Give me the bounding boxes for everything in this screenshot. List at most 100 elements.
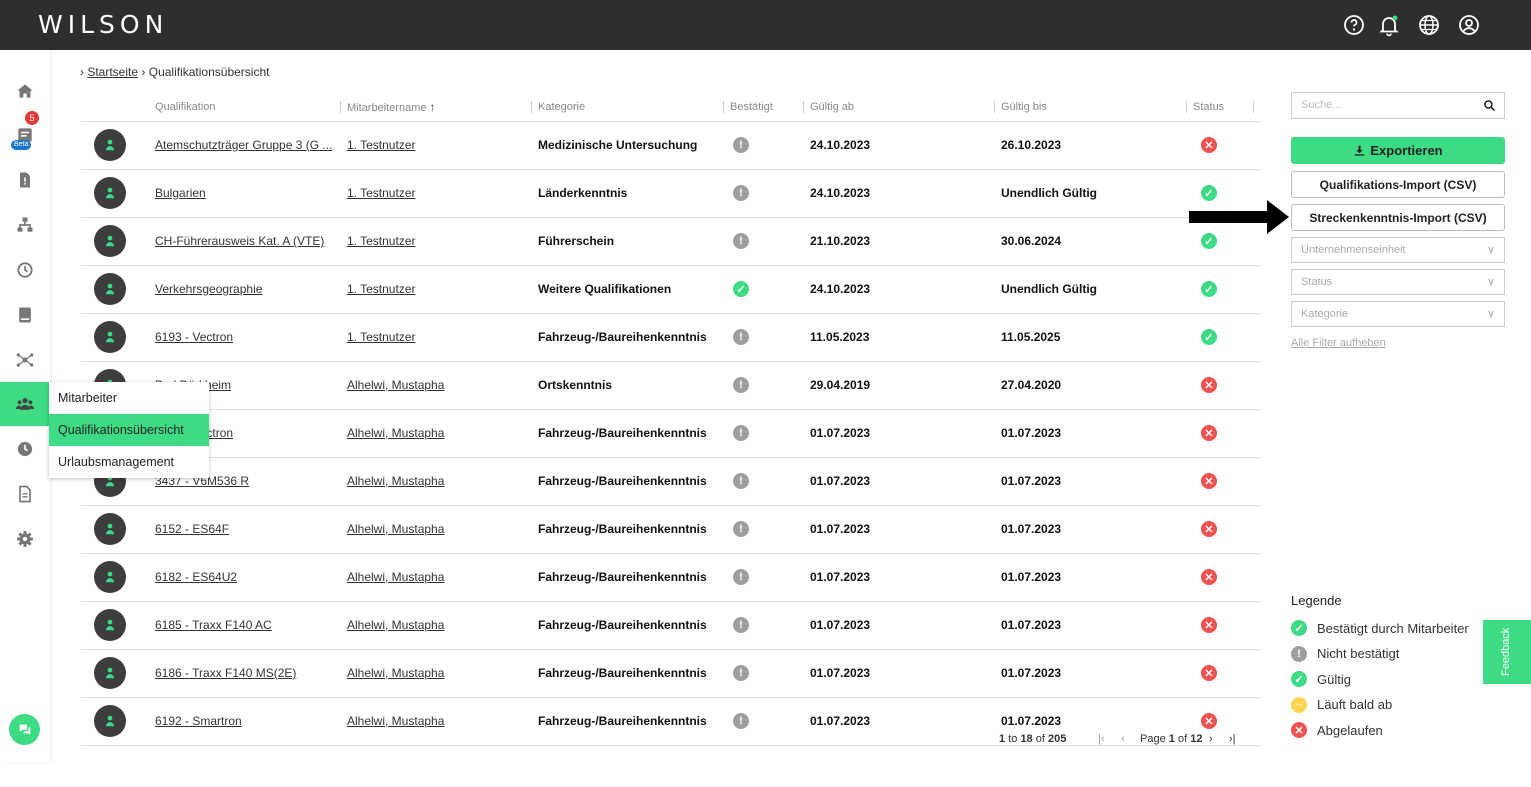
qualification-link[interactable]: 6192 - Smartron bbox=[155, 697, 347, 746]
table-header-row: Qualifikation Mitarbeitername ↑ Kategori… bbox=[81, 93, 1260, 122]
header-gueltig-bis[interactable]: Gültig bis bbox=[1001, 93, 1193, 122]
wilson-logo[interactable]: WILSON bbox=[38, 10, 169, 39]
table-row[interactable]: CH-Führerausweis Kat. A (VTE) 1. Testnutz… bbox=[81, 217, 1260, 266]
qualification-link[interactable]: Atemschutzträger Gruppe 3 (G ... bbox=[155, 121, 347, 170]
avatar bbox=[94, 177, 126, 209]
chat-button[interactable] bbox=[9, 714, 40, 745]
legend-label: Läuft bald ab bbox=[1317, 697, 1393, 712]
search-icon[interactable] bbox=[1483, 99, 1496, 112]
valid-from-cell: 21.10.2023 bbox=[810, 217, 1001, 266]
table-row[interactable]: Atemschutzträger Gruppe 3 (G ... 1. Testn… bbox=[81, 121, 1260, 170]
valid-from-cell: 01.07.2023 bbox=[810, 457, 1001, 506]
user-icon[interactable] bbox=[1457, 13, 1481, 37]
feedback-label: Feedback bbox=[1500, 627, 1512, 676]
sidebar-item-reports[interactable] bbox=[0, 474, 50, 514]
header-status[interactable]: Status bbox=[1193, 93, 1260, 122]
header-gueltig-ab[interactable]: Gültig ab bbox=[810, 93, 1001, 122]
flyout-item-mitarbeiter[interactable]: Mitarbeiter bbox=[58, 391, 118, 405]
valid-icon: ✓ bbox=[1201, 233, 1217, 249]
sidebar-item-documents[interactable]: 5 Beta bbox=[0, 111, 50, 155]
person-icon bbox=[105, 667, 115, 679]
employee-name-link[interactable]: 1. Testnutzer bbox=[347, 265, 538, 314]
sidebar-item-files[interactable] bbox=[0, 160, 50, 200]
route-knowledge-import-button[interactable]: Streckenkenntnis-Import (CSV) bbox=[1291, 204, 1505, 231]
header-label: Gültig bis bbox=[1001, 100, 1047, 113]
help-icon[interactable] bbox=[1342, 13, 1366, 37]
breadcrumb-home-link[interactable]: Startseite bbox=[87, 65, 139, 79]
category-cell: Fahrzeug-/Baureihenkenntnis bbox=[538, 553, 730, 602]
sidebar-item-settings[interactable] bbox=[0, 519, 50, 559]
sidebar-item-book[interactable] bbox=[0, 295, 50, 335]
globe-icon[interactable] bbox=[1417, 13, 1441, 37]
header-bestaetigt[interactable]: Bestätigt bbox=[730, 93, 810, 122]
table-row[interactable]: 6182 - ES64U2 Alhelwi, Mustapha Fahrzeug-/… bbox=[81, 553, 1260, 602]
table-row[interactable]: 3437 - V6M536 R Alhelwi, Mustapha Fahrzeug… bbox=[81, 457, 1260, 506]
filter-unternehmenseinheit[interactable]: Unternehmenseinheit ∨ bbox=[1291, 237, 1505, 263]
table-row[interactable]: 6192 - Smartron Alhelwi, Mustapha Fahrzeug… bbox=[81, 697, 1260, 746]
employee-name-link[interactable]: Alhelwi, Mustapha bbox=[347, 361, 538, 410]
table-row[interactable]: 6185 - Traxx F140 AC Alhelwi, Mustapha Fah… bbox=[81, 601, 1260, 650]
valid-to-cell: 01.07.2023 bbox=[1001, 601, 1193, 650]
last-page-icon[interactable]: ›| bbox=[1229, 733, 1236, 745]
header-mitarbeitername[interactable]: Mitarbeitername ↑ bbox=[347, 93, 538, 122]
table-row[interactable]: 6193 - Vectron 1. Testnutzer Fahrzeug-/Bau… bbox=[81, 313, 1260, 362]
export-button[interactable]: Exportieren bbox=[1291, 137, 1505, 164]
flyout-item-qualifikationsuebersicht[interactable]: Qualifikationsübersicht bbox=[49, 414, 209, 446]
qualification-link[interactable]: 6152 - ES64F bbox=[155, 505, 347, 554]
sidebar-item-history[interactable] bbox=[0, 250, 50, 290]
category-cell: Fahrzeug-/Baureihenkenntnis bbox=[538, 505, 730, 554]
employee-name-link[interactable]: Alhelwi, Mustapha bbox=[347, 505, 538, 554]
table-row[interactable]: Bulgarien 1. Testnutzer Länderkenntnis! 24.… bbox=[81, 169, 1260, 218]
qualification-link[interactable]: 6186 - Traxx F140 MS(2E) bbox=[155, 649, 347, 698]
first-page-icon[interactable]: |‹ bbox=[1098, 733, 1105, 745]
valid-to-cell: 01.07.2023 bbox=[1001, 649, 1193, 698]
of-word: of bbox=[1035, 733, 1045, 745]
employee-name-link[interactable]: 1. Testnutzer bbox=[347, 169, 538, 218]
chevron-down-icon: ∨ bbox=[1486, 276, 1495, 288]
legend-label: Abgelaufen bbox=[1317, 722, 1383, 738]
search-input[interactable]: Suche... bbox=[1291, 92, 1505, 119]
prev-page-icon[interactable]: ‹ bbox=[1121, 733, 1125, 745]
employee-name-link[interactable]: 1. Testnutzer bbox=[347, 121, 538, 170]
filter-status[interactable]: Status ∨ bbox=[1291, 269, 1505, 295]
next-page-icon[interactable]: › bbox=[1209, 733, 1213, 745]
table-row[interactable]: Bad DürkheimAlhelwi, MustaphaOrtskenntni… bbox=[81, 361, 1260, 410]
filter-kategorie[interactable]: Kategorie ∨ bbox=[1291, 301, 1505, 327]
valid-to-cell: 01.07.2023 bbox=[1001, 457, 1193, 506]
avatar bbox=[94, 273, 126, 305]
qualification-link[interactable]: CH-Führerausweis Kat. A (VTE) bbox=[155, 217, 347, 266]
qualification-link[interactable]: 6182 - ES64U2 bbox=[155, 553, 347, 602]
qualification-link[interactable]: 6193 - Vectron bbox=[155, 313, 347, 362]
qualification-link[interactable]: 6185 - Traxx F140 AC bbox=[155, 601, 347, 650]
people-icon bbox=[15, 398, 35, 410]
employee-name-link[interactable]: Alhelwi, Mustapha bbox=[347, 553, 538, 602]
header-kategorie[interactable]: Kategorie bbox=[538, 93, 730, 122]
table-row[interactable]: 6152 - ES64F Alhelwi, Mustapha Fahrzeug-/B… bbox=[81, 505, 1260, 554]
bell-icon[interactable] bbox=[1377, 13, 1401, 37]
sidebar-item-time[interactable] bbox=[0, 429, 50, 469]
employee-name-link[interactable]: Alhelwi, Mustapha bbox=[347, 649, 538, 698]
header-qualifikation[interactable]: Qualifikation bbox=[155, 93, 347, 122]
sidebar-item-network[interactable] bbox=[0, 205, 50, 245]
flyout-item-urlaubsmanagement[interactable]: Urlaubsmanagement bbox=[58, 455, 175, 469]
employee-name-link[interactable]: Alhelwi, Mustapha bbox=[347, 409, 538, 458]
employee-name-link[interactable]: Alhelwi, Mustapha bbox=[347, 697, 538, 746]
range-from: 1 bbox=[999, 733, 1006, 745]
legend-title: Legende bbox=[1291, 593, 1342, 608]
employee-name-link[interactable]: 1. Testnutzer bbox=[347, 313, 538, 362]
employee-name-link[interactable]: Alhelwi, Mustapha bbox=[347, 457, 538, 506]
clear-filters-link[interactable]: Alle Filter aufheben bbox=[1291, 337, 1386, 349]
table-row[interactable]: Verkehrsgeographie 1. Testnutzer Weitere Q… bbox=[81, 265, 1260, 314]
sidebar-item-employees[interactable] bbox=[0, 382, 50, 426]
sidebar-item-home[interactable] bbox=[0, 71, 50, 111]
qualification-import-button[interactable]: Qualifikations-Import (CSV) bbox=[1291, 171, 1505, 198]
employee-name-link[interactable]: 1. Testnutzer bbox=[347, 217, 538, 266]
valid-icon: ✓ bbox=[1291, 671, 1307, 687]
feedback-tab[interactable]: Feedback bbox=[1483, 620, 1531, 684]
table-row[interactable]: 6186 - Traxx F140 MS(2E) Alhelwi, Mustaph… bbox=[81, 649, 1260, 698]
qualification-link[interactable]: Verkehrsgeographie bbox=[155, 265, 347, 314]
sidebar-item-share[interactable] bbox=[0, 340, 50, 380]
qualification-link[interactable]: Bulgarien bbox=[155, 169, 347, 218]
employee-name-link[interactable]: Alhelwi, Mustapha bbox=[347, 601, 538, 650]
